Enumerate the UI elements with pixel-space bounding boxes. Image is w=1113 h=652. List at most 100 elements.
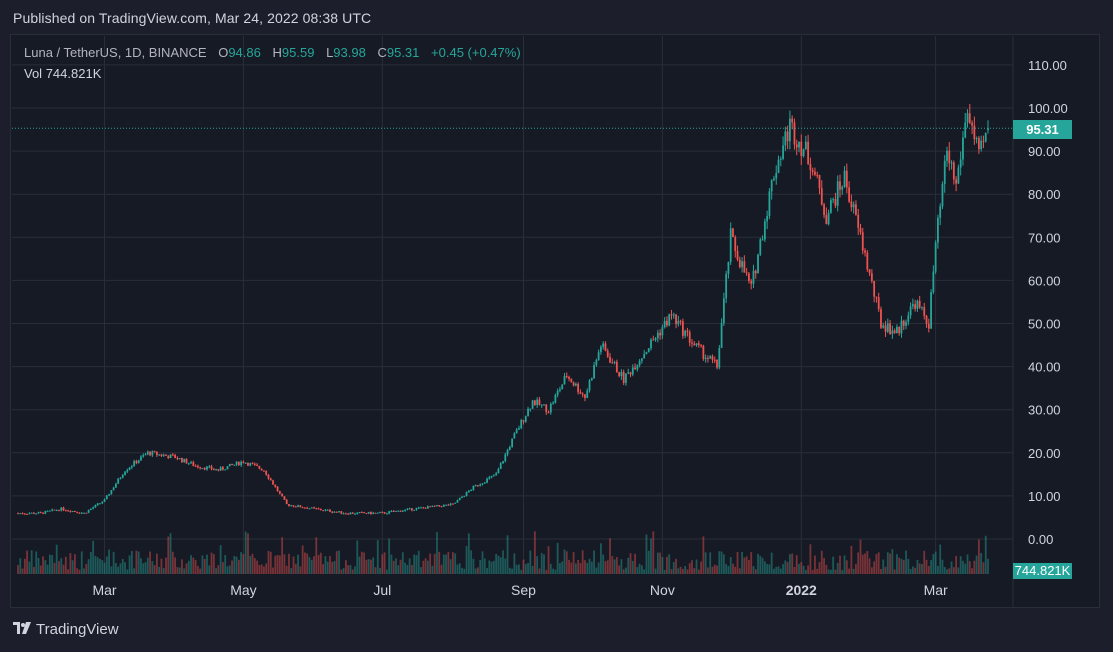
volume-bar: [593, 550, 595, 574]
candle-body: [975, 138, 978, 140]
candle-body: [83, 512, 85, 514]
candle-body: [843, 170, 846, 187]
candle-body: [331, 511, 334, 513]
volume-bar: [841, 569, 844, 574]
time-axis[interactable]: Mar May Jul Sep Nov 2022 Mar: [92, 582, 948, 598]
candle-body: [711, 356, 714, 360]
volume-bar: [124, 562, 126, 574]
volume-bar: [508, 567, 511, 574]
candle-body: [117, 478, 120, 484]
candle-body: [748, 273, 750, 281]
candle-body: [162, 454, 165, 456]
candle-body: [185, 458, 188, 464]
price-axis[interactable]: 110.00 100.00 90.00 80.00 70.00 60.00 50.00 40.…: [1028, 58, 1068, 547]
candle-body: [39, 512, 42, 514]
volume-bar: [547, 546, 550, 574]
candle-body: [725, 273, 728, 299]
candle-body: [76, 511, 79, 513]
volume-bar: [426, 560, 429, 574]
volume-bar: [809, 544, 812, 574]
candle-body: [96, 503, 99, 505]
candle-body: [511, 438, 514, 448]
candle-body: [258, 465, 261, 469]
candle-body: [424, 507, 427, 509]
candle-body: [17, 513, 19, 515]
candle-body: [103, 499, 106, 502]
candle-body: [620, 371, 623, 377]
volume-bar: [103, 562, 106, 574]
volume-bar: [96, 557, 99, 574]
volume-bar: [144, 562, 147, 574]
candle-body: [99, 503, 101, 505]
volume-bar: [174, 557, 177, 574]
candle-body: [149, 451, 151, 456]
volume-bar: [873, 561, 876, 574]
volume-bar: [242, 554, 245, 574]
candle-body: [962, 137, 964, 160]
y-tick-label: 20.00: [1028, 446, 1061, 461]
candle-body: [898, 326, 901, 334]
candle-body: [358, 512, 361, 514]
volume-bar: [565, 551, 568, 574]
volume-bar: [971, 568, 973, 574]
last-price-tag: 95.31: [1013, 120, 1072, 139]
candle-body: [285, 499, 288, 505]
volume-bar: [691, 560, 693, 574]
chart-panel[interactable]: [10, 34, 1100, 608]
candle-body: [549, 403, 552, 413]
candle-body: [905, 321, 907, 326]
candle-body: [554, 394, 557, 403]
volume-bar: [162, 568, 165, 574]
candle-body: [276, 486, 279, 492]
volume-bar: [930, 560, 932, 574]
tradingview-logo[interactable]: TradingView: [13, 621, 119, 638]
change-value: +0.45 (+0.47%): [431, 45, 521, 60]
x-tick-label: Sep: [511, 582, 536, 598]
volume-bar: [741, 551, 743, 574]
candle-body: [381, 512, 384, 514]
volume-bar: [470, 550, 473, 574]
volume-bar: [859, 539, 862, 574]
volume-bar: [153, 565, 156, 574]
candle-body: [836, 181, 839, 206]
volume-bar: [955, 555, 958, 574]
volume-bar: [288, 553, 290, 574]
candle-body: [804, 141, 807, 150]
volume-bar: [146, 557, 149, 574]
candle-body: [201, 467, 204, 469]
candle-body: [497, 468, 500, 474]
volume-bar: [160, 558, 163, 574]
volume-bar: [786, 562, 789, 574]
candle-body: [884, 325, 887, 332]
candle-body: [121, 475, 124, 478]
volume-bar: [866, 551, 869, 574]
candle-body: [212, 469, 215, 471]
low-value: 93.98: [333, 45, 366, 60]
candle-body: [629, 372, 632, 375]
volume-bar: [48, 554, 51, 574]
volume-bar: [477, 567, 479, 574]
volume-bar: [650, 538, 652, 574]
candle-body: [672, 314, 675, 316]
candle-body: [750, 280, 753, 284]
volume-bar: [823, 557, 825, 574]
volume-bar: [212, 554, 215, 574]
volume-bar: [42, 556, 44, 574]
candle-body: [169, 454, 172, 459]
candle-body: [447, 504, 450, 506]
candle-body: [868, 269, 871, 274]
low-label: L: [326, 45, 334, 60]
candle-body: [875, 296, 878, 298]
candle-body: [907, 315, 910, 322]
volume-bar: [235, 556, 238, 574]
volume-bar: [502, 550, 504, 574]
volume-bar: [256, 560, 258, 574]
candle-body: [67, 510, 69, 512]
candle-body: [486, 478, 488, 483]
candle-body: [818, 175, 821, 189]
candle-body: [183, 458, 186, 463]
volume-bar: [28, 561, 31, 574]
candle-body: [360, 512, 363, 514]
volume-bar: [725, 564, 728, 574]
